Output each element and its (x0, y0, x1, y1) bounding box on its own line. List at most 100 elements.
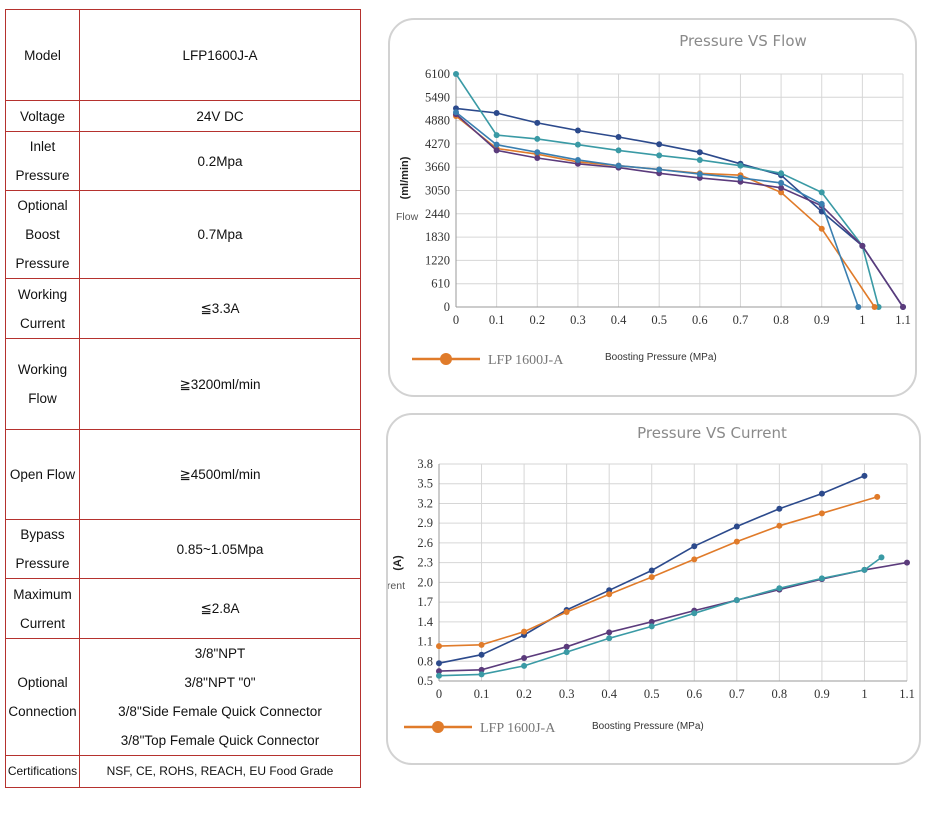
data-point (648, 623, 655, 630)
data-point (615, 162, 622, 169)
spec-row: Working Flow ≧3200ml/min (5, 338, 361, 430)
data-point (818, 189, 825, 196)
x-tick-label: 0.2 (529, 313, 545, 327)
spec-value: ≦2.8A (79, 578, 361, 639)
data-point (534, 155, 541, 162)
x-tick-label: 0.8 (773, 313, 789, 327)
data-point (521, 628, 528, 635)
data-point (904, 559, 910, 566)
spec-label-text: Bypass (20, 527, 65, 542)
spec-value-text: 0.85~1.05Mpa (176, 541, 264, 557)
y-tick-label: 1.7 (417, 595, 433, 609)
spec-value: 0.2Mpa (79, 131, 361, 191)
series-line (455, 113, 904, 308)
spec-row: Certifications NSF, CE, ROHS, REACH, EU F… (5, 755, 361, 788)
y-tick-label: 2440 (425, 207, 450, 221)
data-point (493, 132, 500, 139)
spec-row: Working Current ≦3.3A (5, 278, 361, 339)
spec-label: Open Flow (5, 429, 80, 520)
y-tick-label: 2.3 (417, 556, 433, 570)
data-point (691, 610, 698, 617)
spec-label: Working Flow (5, 338, 80, 430)
spec-label-text: Optional (17, 675, 68, 690)
data-point (436, 672, 442, 679)
series-line (455, 73, 880, 308)
data-point (436, 668, 442, 675)
data-point (878, 554, 885, 561)
data-point (874, 493, 881, 500)
spec-label-text: Pressure (15, 256, 70, 271)
spec-label: Optional Connection (5, 638, 80, 756)
y-tick-label: 2.9 (417, 516, 433, 530)
x-tick-label: 0.5 (651, 313, 667, 327)
x-tick-label: 0.4 (611, 313, 627, 327)
data-point (478, 641, 485, 648)
spec-value: 0.85~1.05Mpa (79, 519, 361, 579)
data-point (696, 149, 703, 156)
data-point (818, 225, 825, 232)
spec-table: Model LFP1600J-A Voltage 24V DC Inlet Pressur… (5, 9, 361, 788)
spec-value-text: ≦2.8A (200, 601, 240, 616)
spec-label-text: Pressure (15, 556, 70, 571)
data-point (776, 585, 783, 592)
data-point (855, 304, 862, 310)
data-point (733, 597, 740, 604)
spec-label: Working Current (5, 278, 80, 339)
spec-label-text: Certifications (7, 764, 78, 778)
x-tick-label: 0.2 (516, 687, 532, 701)
series-line (455, 115, 876, 308)
x-tick-label: 0.1 (474, 687, 490, 701)
data-point (818, 200, 825, 207)
spec-row: Voltage 24V DC (5, 100, 361, 132)
data-point (493, 147, 500, 154)
x-tick-label: 0.9 (814, 313, 830, 327)
spec-value: ≧3200ml/min (79, 338, 361, 430)
data-point (778, 184, 785, 191)
data-point (574, 127, 581, 134)
x-tick-label: 0.1 (489, 313, 505, 327)
y-tick-label: 0.5 (417, 674, 433, 688)
spec-value-text: 3/8"Side Female Quick Connector (118, 704, 322, 719)
data-point (778, 189, 785, 196)
spec-label: Maximum Current (5, 578, 80, 639)
spec-value-text: 3/8"NPT "0" (184, 675, 256, 690)
y-tick-label: 1220 (425, 253, 450, 267)
spec-value-text: ≧3200ml/min (179, 376, 261, 392)
data-point (478, 671, 485, 678)
data-point (733, 538, 740, 545)
spec-label-text: Working (17, 362, 68, 377)
spec-label: Model (5, 9, 80, 101)
pressure-flow-chart: Pressure VS Flow 0 0.1 0.2 0.3 0.4 0.5 0.6 0.7 0.… (396, 32, 911, 368)
spec-label: Inlet Pressure (5, 131, 80, 191)
data-point (606, 635, 613, 642)
y-tick-label: 1830 (425, 230, 450, 244)
y-axis-secondary-label: Flow (396, 211, 419, 223)
spec-label: Bypass Pressure (5, 519, 80, 579)
data-point (521, 662, 528, 669)
data-point (574, 141, 581, 148)
x-tick-label: 0.7 (729, 687, 745, 701)
data-point (691, 556, 698, 563)
x-tick-label: 0.3 (570, 313, 586, 327)
spec-value: 0.7Mpa (79, 190, 361, 279)
spec-label-text: Current (19, 615, 65, 631)
series-line (455, 111, 860, 308)
y-tick-label: 1.4 (417, 615, 433, 629)
y-tick-label: 3.2 (417, 496, 433, 510)
spec-label-text: Boost (25, 227, 60, 242)
data-point (453, 109, 459, 116)
data-point (818, 575, 825, 582)
y-axis-label: (A) (392, 555, 404, 571)
data-point (656, 152, 663, 159)
series-line (438, 556, 882, 677)
spec-label-text: Working (17, 286, 68, 302)
x-tick-label: 0.3 (559, 687, 575, 701)
spec-value: 24V DC (79, 100, 361, 132)
data-point (861, 566, 868, 573)
data-point (478, 666, 485, 673)
spec-row: Inlet Pressure 0.2Mpa (5, 131, 361, 191)
data-point (776, 522, 783, 529)
data-point (696, 171, 703, 178)
y-tick-label: 3660 (425, 160, 450, 174)
data-point (778, 170, 785, 177)
